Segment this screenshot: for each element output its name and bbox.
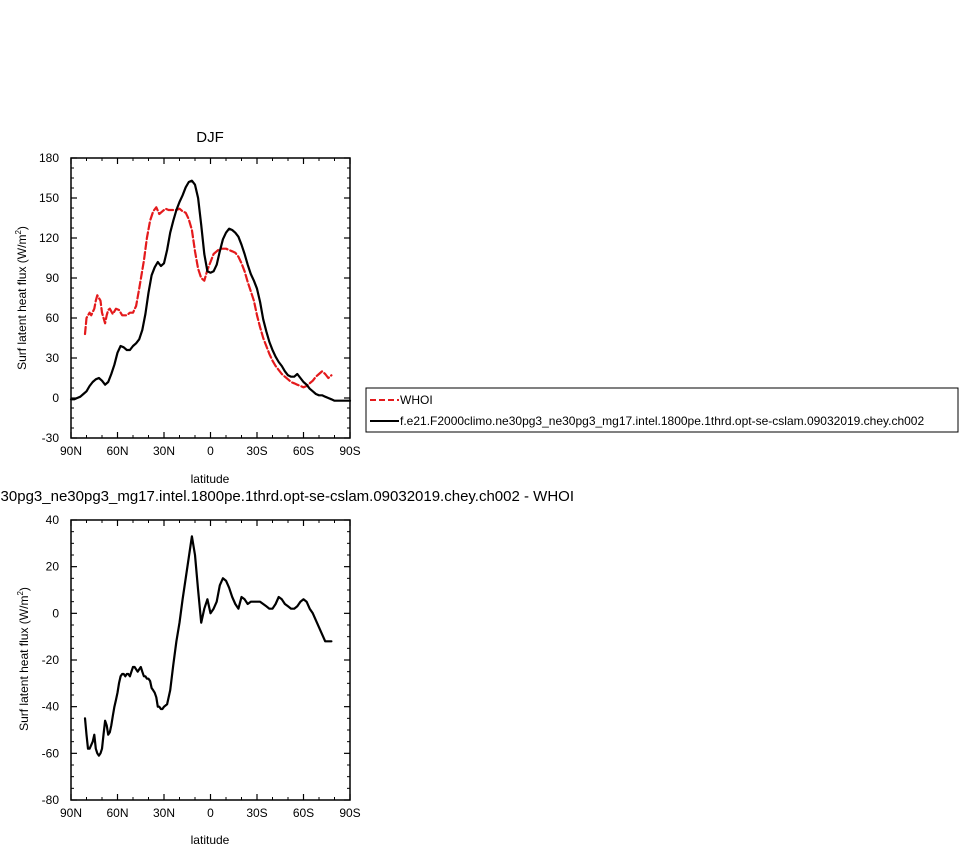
bottom-chart-xtick-label: 30S [246, 806, 267, 820]
bottom-chart-ytick-label: -60 [42, 746, 60, 760]
top-chart-xtick-label: 0 [207, 444, 214, 458]
top-chart-ytick-label: 120 [39, 231, 59, 245]
top-chart-xlabel: latitude [191, 472, 230, 486]
legend: WHOI f.e21.F2000climo.ne30pg3_ne30pg3_mg… [365, 387, 959, 433]
bottom-chart-ytick-label: 20 [46, 560, 60, 574]
top-chart-ytick-label: -30 [42, 431, 60, 445]
bottom-chart-xtick-label: 60N [106, 806, 128, 820]
top-chart-ytick-label: 30 [46, 351, 60, 365]
top-chart-ylabel: Surf latent heat flux (W/m2) [14, 226, 29, 370]
bottom-chart-xtick-label: 30N [153, 806, 175, 820]
bottom-chart-ytick-label: 40 [46, 513, 60, 527]
bottom-chart-xtick-label: 0 [207, 806, 214, 820]
top-chart-xtick-label: 90N [60, 444, 82, 458]
bottom-chart-ytick-label: -80 [42, 793, 60, 807]
bottom-chart-panel: f.e21.F2000climo.ne30pg3_ne30pg3_mg17.in… [0, 488, 574, 847]
bottom-chart-ytick-label: -20 [42, 653, 60, 667]
top-chart-frame [70, 157, 351, 439]
top-chart-series-line-2 [69, 179, 352, 402]
bottom-chart-ytick-label: -40 [42, 700, 60, 714]
bottom-chart-ytick-label: 0 [52, 606, 59, 620]
top-chart-title: DJF [196, 129, 224, 146]
top-chart-ytick-label: 60 [46, 311, 60, 325]
top-chart-xtick-label: 60S [293, 444, 314, 458]
bottom-chart-xtick-label: 60S [293, 806, 314, 820]
legend-label-model: f.e21.F2000climo.ne30pg3_ne30pg3_mg17.in… [400, 414, 924, 428]
top-chart-xtick-label: 30S [246, 444, 267, 458]
top-chart-ytick-label: 180 [39, 151, 59, 165]
bottom-chart-xtick-label: 90N [60, 806, 82, 820]
bottom-chart-xlabel: latitude [191, 833, 230, 847]
legend-label-whoi: WHOI [400, 393, 433, 407]
bottom-chart-xtick-label: 90S [339, 806, 360, 820]
top-chart-xtick-label: 60N [106, 444, 128, 458]
top-chart-xtick-label: 30N [153, 444, 175, 458]
legend-box [365, 387, 959, 433]
top-chart-panel: DJF 90N 60N 30N 0 30S 60S 90S -30 0 30 60 90 120 150 1… [14, 129, 361, 486]
top-chart-ytick-label: 0 [52, 391, 59, 405]
top-chart-series-line-1 [83, 206, 333, 389]
top-chart-xtick-label: 90S [339, 444, 360, 458]
top-chart-ytick-label: 90 [46, 271, 60, 285]
top-chart-ytick-label: 150 [39, 191, 59, 205]
bottom-chart-series-line-1 [83, 535, 333, 757]
bottom-chart-frame [70, 519, 351, 801]
bottom-chart-ylabel: Surf latent heat flux (W/m2) [16, 587, 31, 731]
bottom-chart-title: f.e21.F2000climo.ne30pg3_ne30pg3_mg17.in… [0, 488, 574, 505]
